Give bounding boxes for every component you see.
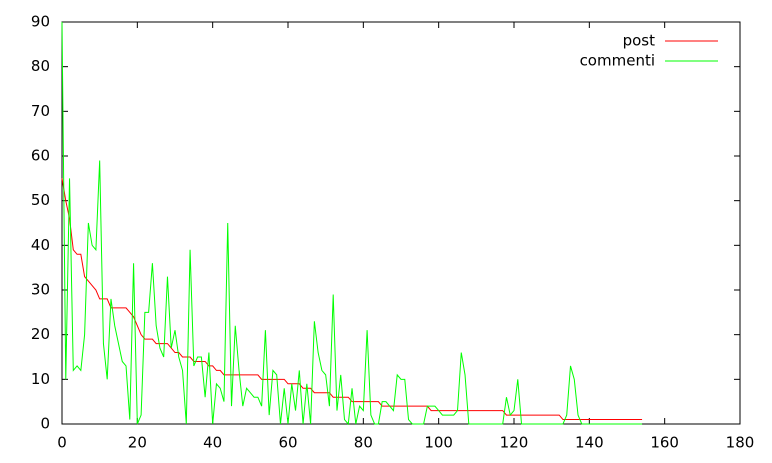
y-tick-label: 90 bbox=[31, 13, 50, 31]
x-tick-label: 180 bbox=[726, 434, 755, 452]
x-tick-label: 140 bbox=[575, 434, 604, 452]
x-tick-label: 0 bbox=[57, 434, 67, 452]
y-tick-label: 20 bbox=[31, 325, 50, 343]
y-tick-label: 10 bbox=[31, 370, 50, 388]
legend-label: post bbox=[623, 32, 656, 50]
plot-border bbox=[61, 21, 741, 425]
y-tick-label: 0 bbox=[40, 415, 50, 433]
x-tick-label: 80 bbox=[354, 434, 373, 452]
x-tick-label: 120 bbox=[500, 434, 529, 452]
legend-label: commenti bbox=[580, 52, 655, 70]
y-tick-label: 70 bbox=[31, 102, 50, 120]
series-line bbox=[61, 178, 643, 421]
y-tick-label: 50 bbox=[31, 191, 50, 209]
x-tick-label: 100 bbox=[424, 434, 453, 452]
x-tick-label: 40 bbox=[203, 434, 222, 452]
y-tick-label: 40 bbox=[31, 236, 50, 254]
series-line bbox=[61, 21, 643, 426]
y-tick-label: 30 bbox=[31, 281, 50, 299]
x-tick-label: 60 bbox=[278, 434, 297, 452]
x-tick-label: 160 bbox=[650, 434, 679, 452]
y-tick-label: 80 bbox=[31, 57, 50, 75]
y-tick-label: 60 bbox=[31, 147, 50, 165]
x-tick-label: 20 bbox=[128, 434, 147, 452]
